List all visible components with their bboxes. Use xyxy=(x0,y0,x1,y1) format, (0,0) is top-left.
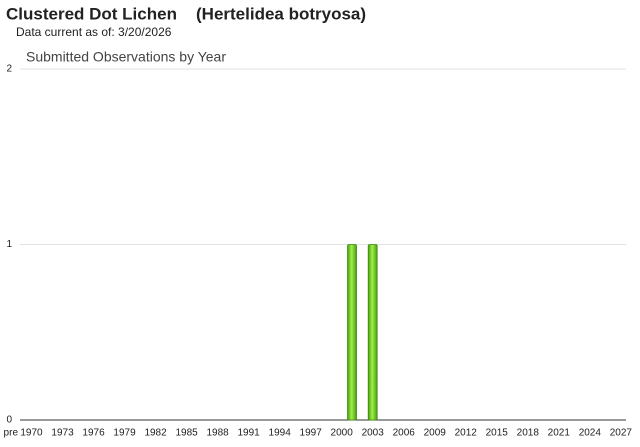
x-tick-label: 1970 xyxy=(20,428,43,439)
x-tick-label: 1979 xyxy=(113,428,136,439)
x-tick-label: 2003 xyxy=(362,428,385,439)
x-tick-label: 1976 xyxy=(82,428,105,439)
x-tick-label: 1997 xyxy=(300,428,323,439)
chart-title: Submitted Observations by Year xyxy=(26,49,226,65)
common-name: Clustered Dot Lichen xyxy=(6,4,177,23)
x-tick-label: 1982 xyxy=(144,428,167,439)
x-tick-label: 2018 xyxy=(517,428,540,439)
x-tick-label: 2015 xyxy=(486,428,509,439)
y-tick-label: 1 xyxy=(6,239,12,250)
x-tick-label: 1994 xyxy=(269,428,292,439)
x-tick-label: pre xyxy=(4,428,19,439)
y-tick-label: 2 xyxy=(6,64,12,75)
x-tick-label: 2000 xyxy=(331,428,354,439)
x-tick-label: 1973 xyxy=(51,428,74,439)
x-tick-label: 2021 xyxy=(548,428,571,439)
x-tick-label: 2006 xyxy=(393,428,416,439)
subtitle: Data current as of: 3/20/2026 xyxy=(16,25,172,39)
y-tick-label: 0 xyxy=(6,415,12,426)
x-tick-label: 1988 xyxy=(206,428,229,439)
x-tick-label: 1991 xyxy=(238,428,261,439)
bar xyxy=(367,244,378,421)
x-tick-label: 2027 xyxy=(610,428,633,439)
bar xyxy=(347,244,357,421)
x-tick-label: 2024 xyxy=(579,428,602,439)
scientific-name: (Hertelidea botryosa) xyxy=(196,4,366,23)
x-tick-label: 1985 xyxy=(175,428,198,439)
x-tick-label: 2012 xyxy=(455,428,478,439)
x-tick-label: 2009 xyxy=(424,428,447,439)
